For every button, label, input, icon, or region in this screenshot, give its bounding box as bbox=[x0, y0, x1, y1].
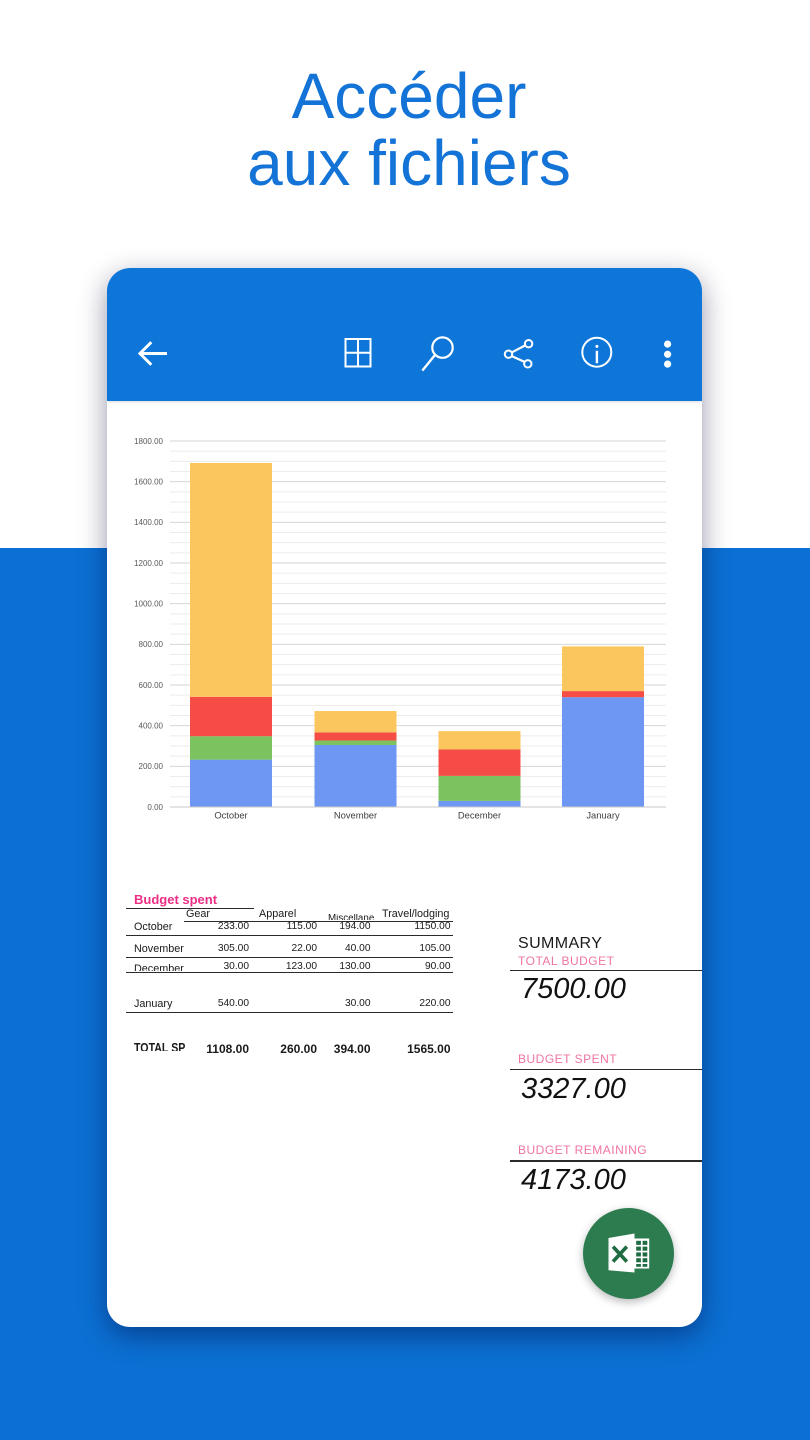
svg-text:December: December bbox=[458, 810, 501, 821]
svg-text:1600.00: 1600.00 bbox=[134, 478, 163, 487]
svg-text:400.00: 400.00 bbox=[139, 722, 164, 731]
svg-text:1000.00: 1000.00 bbox=[134, 600, 163, 609]
svg-text:0.00: 0.00 bbox=[147, 803, 163, 812]
svg-text:1400.00: 1400.00 bbox=[134, 518, 163, 527]
svg-text:January: January bbox=[586, 810, 620, 821]
svg-text:200.00: 200.00 bbox=[139, 762, 164, 771]
svg-text:1800.00: 1800.00 bbox=[134, 437, 163, 446]
svg-text:November: November bbox=[334, 810, 377, 821]
svg-text:1200.00: 1200.00 bbox=[134, 559, 163, 568]
svg-text:600.00: 600.00 bbox=[139, 681, 164, 690]
svg-text:October: October bbox=[214, 810, 247, 821]
svg-text:800.00: 800.00 bbox=[139, 640, 164, 649]
